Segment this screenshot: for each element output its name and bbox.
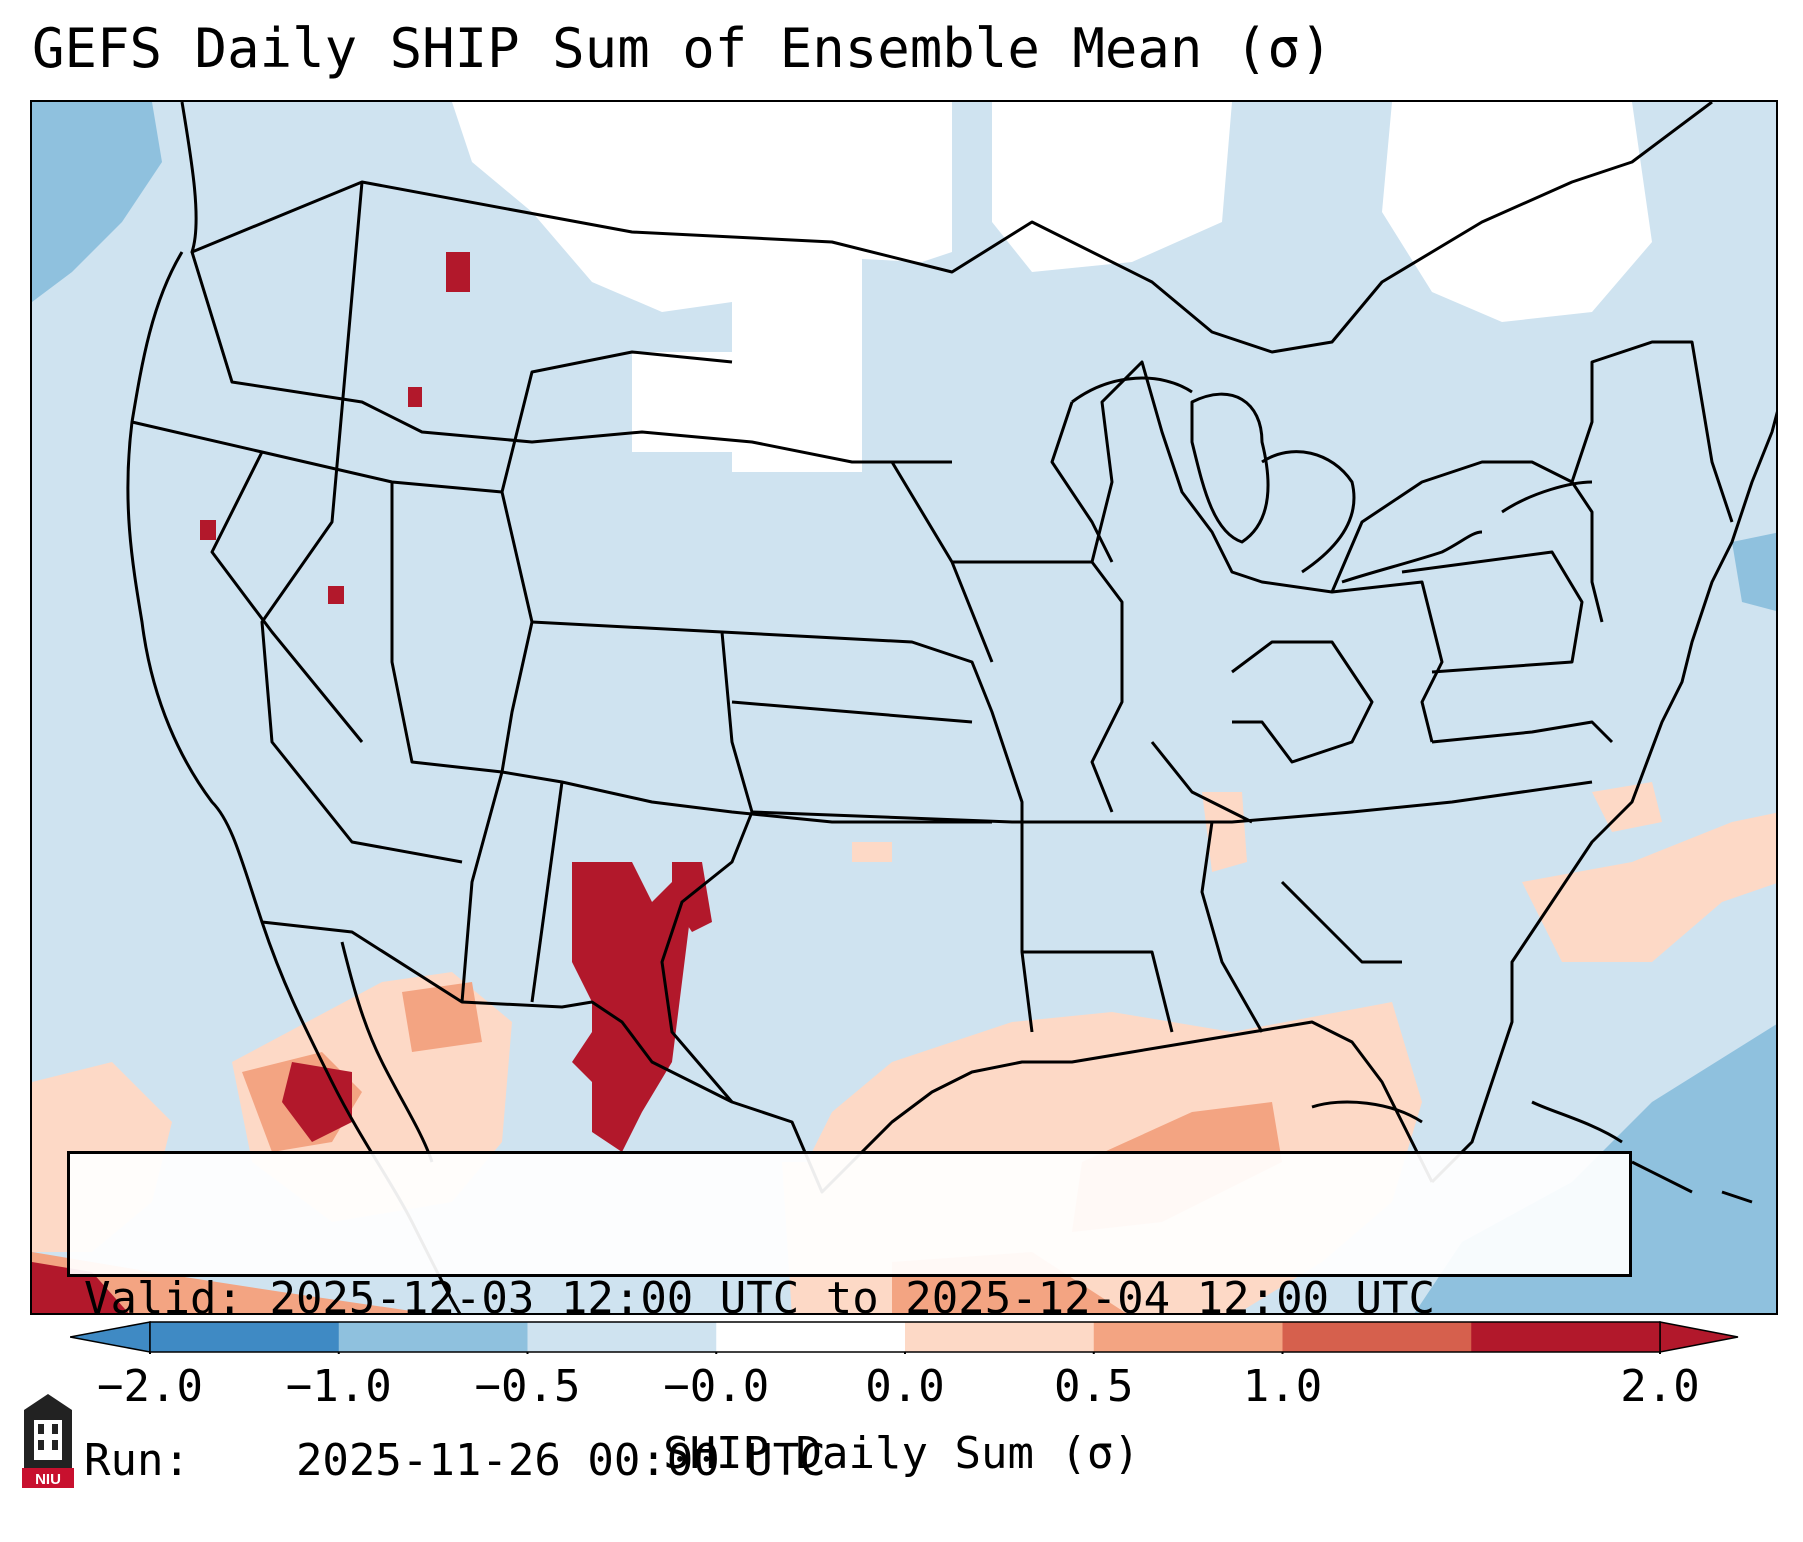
- logo-text: NIU: [35, 1471, 61, 1488]
- strong-positive-areas: [32, 252, 712, 1313]
- colorbar: [70, 1321, 1739, 1354]
- colorbar-tick-label: −2.0: [97, 1361, 203, 1412]
- colorbar-segment: [1093, 1322, 1283, 1352]
- map-title: GEFS Daily SHIP Sum of Ensemble Mean (σ): [32, 17, 1333, 80]
- colorbar-label: SHIP Daily Sum (σ): [663, 1428, 1140, 1479]
- colorbar-segment: [1282, 1322, 1472, 1352]
- niu-logo: NIU: [22, 1394, 74, 1488]
- neutral-anomaly-areas: [452, 102, 1652, 472]
- colorbar-tick-label: 0.0: [865, 1361, 945, 1412]
- run-value: 2025-11-26 00:00 UTC: [295, 1435, 826, 1486]
- colorbar-segment: [150, 1322, 340, 1352]
- colorbar-segment: [1471, 1322, 1661, 1352]
- valid-row: Valid: 2025-12-03 12:00 UTC to 2025-12-0…: [84, 1272, 1615, 1326]
- colorbar-segment: [527, 1322, 717, 1352]
- colorbar-extend-low: [70, 1321, 151, 1353]
- colorbar-tick-label: 2.0: [1620, 1361, 1700, 1412]
- colorbar-tick-label: −1.0: [285, 1361, 392, 1412]
- colorbar-tick-label: 1.0: [1242, 1361, 1323, 1412]
- map-canvas: [32, 102, 1776, 1313]
- colorbar-segment: [716, 1322, 906, 1352]
- run-label: Run:: [84, 1435, 190, 1486]
- map-panel: [30, 100, 1778, 1315]
- valid-label: Valid:: [84, 1273, 243, 1324]
- colorbar-tick-label: 0.5: [1054, 1361, 1134, 1412]
- validity-info-box: Valid: 2025-12-03 12:00 UTC to 2025-12-0…: [67, 1151, 1632, 1486]
- colorbar-extend-high: [1659, 1321, 1739, 1353]
- colorbar-tick-label: −0.5: [474, 1361, 581, 1412]
- colorbar-segment: [338, 1322, 528, 1352]
- valid-value: 2025-12-03 12:00 UTC to 2025-12-04 12:00…: [269, 1273, 1436, 1324]
- colorbar-segment: [905, 1322, 1095, 1352]
- run-row: Run: 2025-11-26 00:00 UTC: [84, 1434, 1615, 1488]
- colorbar-tick-label: −0.0: [663, 1361, 770, 1412]
